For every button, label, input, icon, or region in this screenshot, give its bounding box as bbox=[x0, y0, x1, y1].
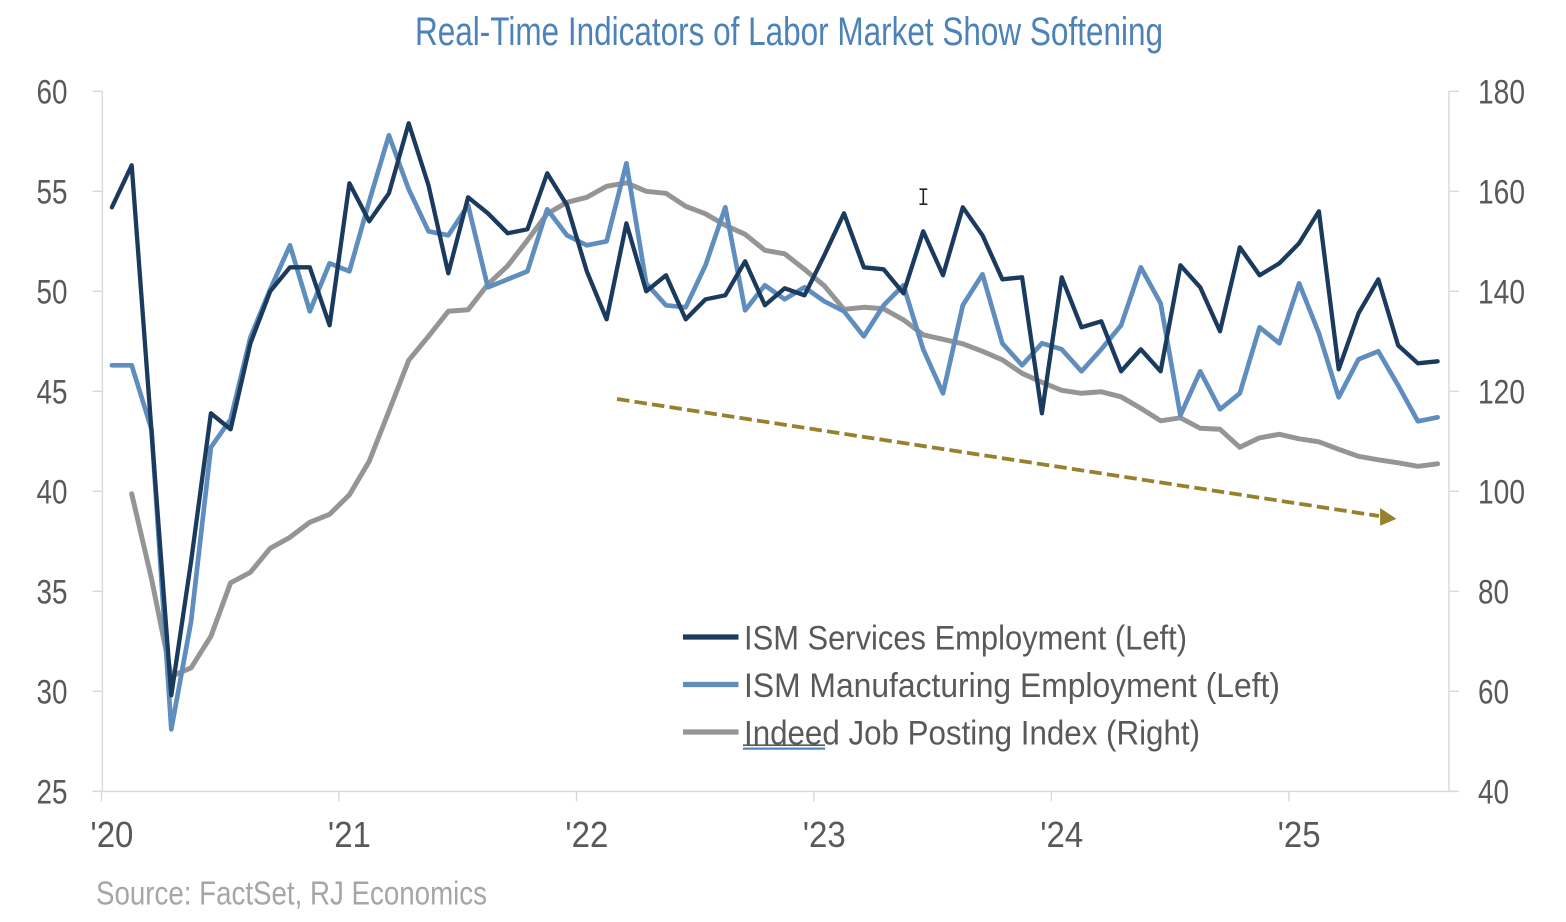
svg-text:'24: '24 bbox=[1040, 814, 1083, 855]
svg-text:60: 60 bbox=[1478, 673, 1509, 711]
svg-text:80: 80 bbox=[1478, 573, 1509, 611]
svg-text:25: 25 bbox=[37, 773, 68, 811]
svg-text:60: 60 bbox=[37, 73, 68, 111]
svg-text:140: 140 bbox=[1478, 273, 1525, 311]
svg-text:Real-Time Indicators of Labor: Real-Time Indicators of Labor Market Sho… bbox=[415, 10, 1163, 54]
svg-text:55: 55 bbox=[37, 173, 68, 211]
svg-text:ISM Manufacturing Employment (: ISM Manufacturing Employment (Left) bbox=[744, 667, 1280, 705]
svg-text:'23: '23 bbox=[803, 814, 846, 855]
svg-text:'21: '21 bbox=[328, 814, 371, 855]
svg-text:180: 180 bbox=[1478, 73, 1525, 111]
svg-text:ISM Services Employment (Left): ISM Services Employment (Left) bbox=[744, 619, 1187, 657]
svg-text:'22: '22 bbox=[565, 814, 608, 855]
svg-text:50: 50 bbox=[37, 273, 68, 311]
svg-text:Source: FactSet, RJ Economics: Source: FactSet, RJ Economics bbox=[96, 875, 487, 912]
svg-text:120: 120 bbox=[1478, 373, 1525, 411]
svg-text:30: 30 bbox=[37, 673, 68, 711]
svg-text:35: 35 bbox=[37, 573, 68, 611]
svg-text:40: 40 bbox=[1478, 773, 1509, 811]
svg-text:'20: '20 bbox=[90, 814, 133, 855]
svg-text:160: 160 bbox=[1478, 173, 1525, 211]
svg-text:100: 100 bbox=[1478, 473, 1525, 511]
svg-text:45: 45 bbox=[37, 373, 68, 411]
svg-text:Indeed Job Posting Index (Righ: Indeed Job Posting Index (Right) bbox=[744, 714, 1200, 752]
svg-text:'25: '25 bbox=[1278, 814, 1321, 855]
svg-text:40: 40 bbox=[37, 473, 68, 511]
